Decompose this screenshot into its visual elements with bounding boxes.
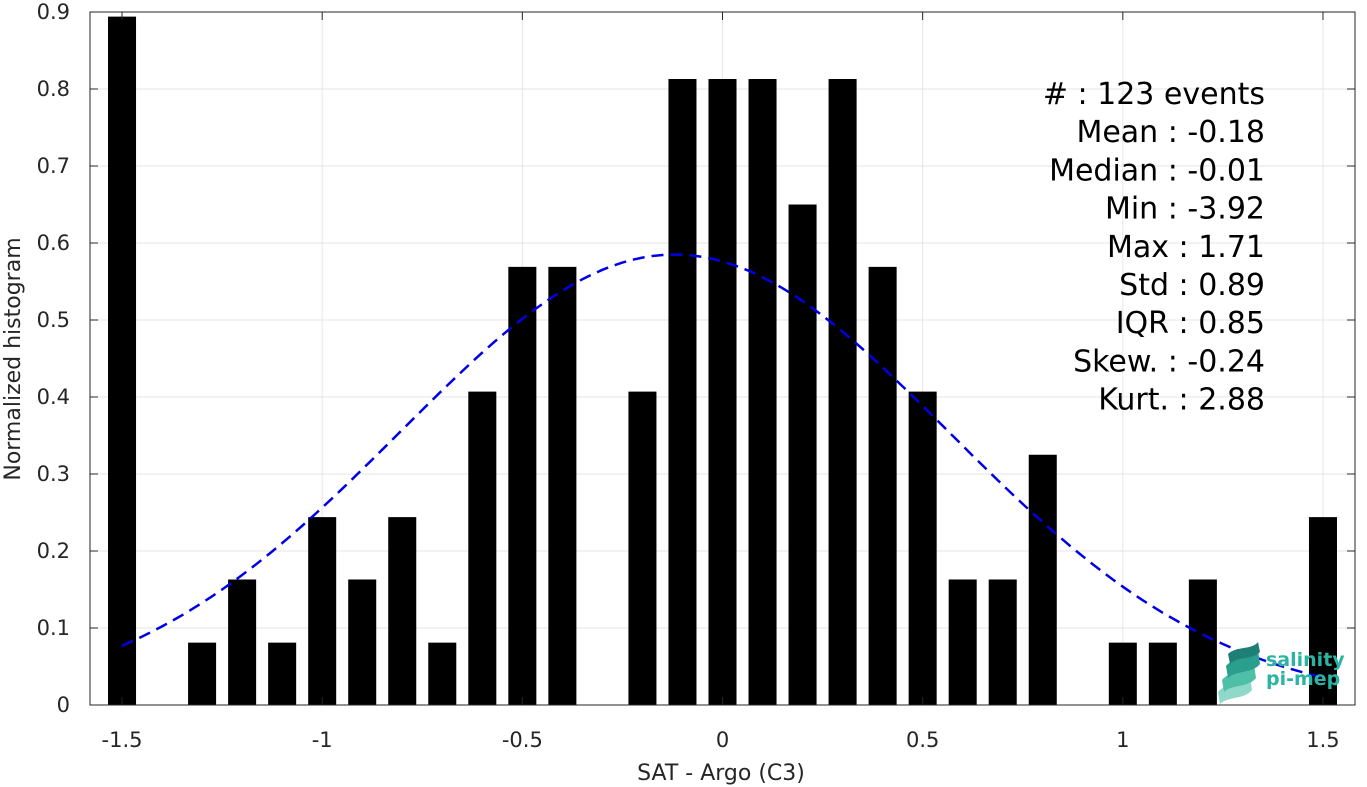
salinity-pimep-logo: salinity pi-mep [1218,642,1345,704]
stats-line-7: Skew. : -0.24 [1073,344,1265,379]
histogram-bars [108,16,1337,706]
bar-17 [788,204,817,705]
bar-18 [828,78,857,706]
stats-line-2: Median : -0.01 [1049,153,1265,188]
y-tick-label-4: 0.4 [37,385,70,409]
normal-fit-curve [121,253,1324,679]
y-tick-label-3: 0.3 [37,462,70,486]
y-axis-title: Normalized histogram [1,237,26,480]
bar-23 [1028,454,1057,705]
logo-line-2: pi-mep [1266,668,1340,690]
stats-line-0: # : 123 events [1043,77,1265,112]
y-tick-label-2: 0.2 [37,539,70,563]
bar-21 [948,579,977,705]
x-tick-label-2: -0.5 [502,728,543,752]
x-tick-label-4: 0.5 [906,728,939,752]
x-tick-label-0: -1.5 [102,728,143,752]
y-tick-label-9: 0.9 [37,0,70,24]
stats-line-6: IQR : 0.85 [1116,306,1265,341]
x-tick-label-5: 1 [1116,728,1129,752]
stats-line-1: Mean : -0.18 [1076,115,1265,150]
y-tick-label-8: 0.8 [37,77,70,101]
bar-19 [868,266,897,705]
y-tick-label-1: 0.1 [37,616,70,640]
layered-waves-icon [1218,642,1260,704]
stats-line-5: Std : 0.89 [1119,268,1265,303]
x-tick-labels: -1.5 -1 -0.5 0 0.5 1 1.5 [102,728,1340,752]
bar-3 [228,579,257,705]
x-axis-title: SAT - Argo (C3) [637,761,805,786]
x-tick-label-6: 1.5 [1306,728,1339,752]
bar-11 [548,266,577,705]
bar-16 [748,78,777,706]
y-tick-label-7: 0.7 [37,154,70,178]
bar-15 [708,78,737,706]
y-tick-labels: 0 0.1 0.2 0.3 0.4 0.5 0.6 0.7 0.8 0.9 [37,0,70,717]
bar-30 [1308,517,1337,705]
bar-14 [668,78,697,706]
bar-22 [988,579,1017,705]
bar-27 [1188,579,1217,705]
bar-26 [1148,642,1177,705]
bar-9 [468,391,497,705]
bar-13 [628,391,657,705]
axis-ticks [90,11,1355,706]
stats-line-4: Max : 1.71 [1107,230,1265,265]
bar-5 [308,517,337,705]
bar-4 [268,642,297,705]
bar-25 [1108,642,1137,705]
bar-10 [508,266,537,705]
bar-20 [908,391,937,705]
bar-0 [108,16,137,706]
y-tick-label-5: 0.5 [37,308,70,332]
logo-line-1: salinity [1266,649,1345,671]
bar-7 [388,517,417,705]
y-tick-label-6: 0.6 [37,231,70,255]
bar-2 [188,642,217,705]
bar-6 [348,579,377,705]
y-tick-label-0: 0 [57,693,70,717]
stats-line-3: Min : -3.92 [1105,192,1265,227]
bar-8 [428,642,457,705]
x-tick-label-1: -1 [312,728,333,752]
x-tick-label-3: 0 [716,728,729,752]
stats-line-8: Kurt. : 2.88 [1098,383,1265,418]
